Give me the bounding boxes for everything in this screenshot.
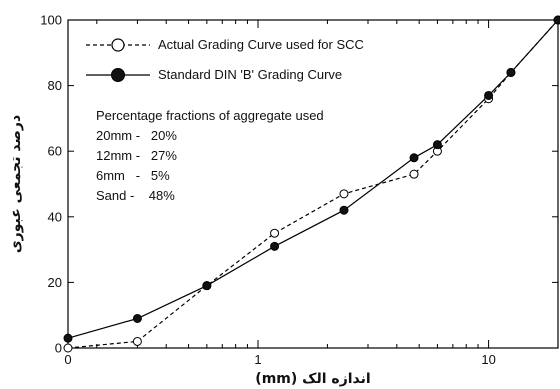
note-row-sand: Sand - 48%: [96, 188, 175, 203]
series-0-point: [409, 169, 419, 179]
note-title: Percentage fractions of aggregate used: [96, 108, 324, 123]
note-row-6mm: 6mm - 5%: [96, 168, 170, 183]
series-1-point: [506, 67, 516, 77]
plot-frame: [67, 19, 559, 349]
series-1-point: [132, 313, 142, 323]
y-axis-title: درصد تجمعی عبوری: [8, 115, 24, 253]
y-tick-label: 100: [40, 13, 62, 28]
series-1-point: [202, 281, 212, 291]
series-1-point: [63, 333, 73, 343]
x-axis-title: اندازه الک (mm): [255, 371, 370, 387]
series-0-point: [270, 228, 280, 238]
note-row-20mm: 20mm - 20%: [96, 128, 177, 143]
y-tick-label: 40: [48, 209, 62, 224]
x-tick-label: 10: [481, 352, 495, 367]
series-1-point: [270, 241, 280, 251]
legend-label-standard: Standard DIN 'B' Grading Curve: [158, 67, 342, 82]
series-0-point: [63, 343, 73, 353]
series-line-1: [67, 19, 559, 339]
series-0-point: [339, 189, 349, 199]
x-tick-label: 0: [64, 352, 71, 367]
legend-marker-standard: [111, 68, 125, 82]
series-1-point: [484, 90, 494, 100]
y-tick-label: 60: [48, 144, 62, 159]
y-tick-label: 80: [48, 78, 62, 93]
x-axis-ticks: 0 1 10: [64, 20, 496, 367]
series-1-point: [432, 140, 442, 150]
y-tick-label: 20: [48, 275, 62, 290]
series-1-point: [339, 205, 349, 215]
series-0-point: [132, 336, 142, 346]
y-tick-label: 0: [55, 341, 62, 356]
x-tick-label: 1: [254, 352, 261, 367]
legend: Actual Grading Curve used for SCC Standa…: [86, 37, 364, 82]
series-1-point: [553, 15, 560, 25]
series-layer: [63, 15, 560, 353]
aggregate-fractions-note: Percentage fractions of aggregate used 2…: [96, 108, 324, 203]
series-1-point: [409, 153, 419, 163]
legend-marker-actual: [111, 38, 125, 52]
legend-label-actual: Actual Grading Curve used for SCC: [158, 37, 364, 52]
y-axis-ticks: 0 20 40 60 80 100: [40, 13, 558, 356]
note-row-12mm: 12mm - 27%: [96, 148, 177, 163]
